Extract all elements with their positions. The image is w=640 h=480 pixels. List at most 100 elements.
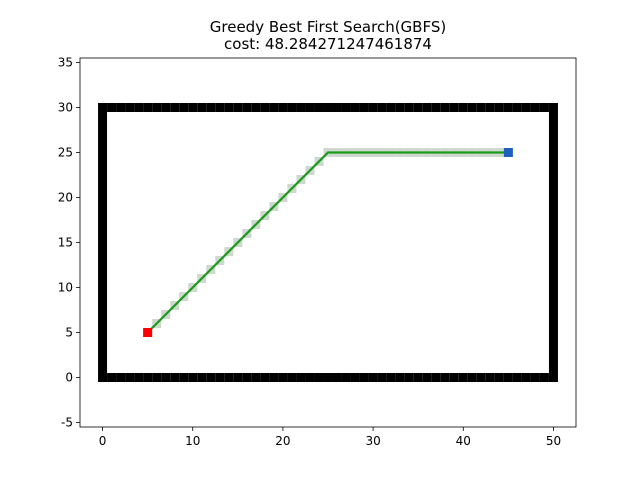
obstacle-point — [98, 220, 108, 229]
obstacle-point — [530, 373, 540, 382]
y-tick-label: 30 — [58, 101, 73, 115]
obstacle-point — [233, 373, 243, 382]
obstacle-point — [134, 103, 144, 112]
obstacle-point — [548, 103, 558, 112]
obstacle-point — [98, 292, 108, 301]
obstacle-point — [485, 103, 495, 112]
obstacle-point — [224, 373, 234, 382]
obstacle-point — [296, 373, 306, 382]
obstacle-point — [287, 103, 297, 112]
obstacle-point — [98, 328, 108, 337]
obstacle-point — [548, 301, 558, 310]
obstacle-point — [548, 211, 558, 220]
obstacle-point — [125, 103, 135, 112]
obstacle-point — [98, 247, 108, 256]
obstacle-point — [548, 319, 558, 328]
path-line — [146, 151, 509, 334]
obstacle-point — [449, 103, 459, 112]
x-tick-label: 0 — [99, 434, 107, 448]
obstacle-point — [503, 373, 513, 382]
y-tick-label: 5 — [65, 326, 73, 340]
obstacle-point — [98, 103, 108, 112]
x-tick-label: 50 — [546, 434, 561, 448]
obstacle-point — [395, 373, 405, 382]
obstacle-point — [197, 373, 207, 382]
obstacle-point — [395, 103, 405, 112]
obstacle-point — [548, 175, 558, 184]
obstacle-point — [485, 373, 495, 382]
obstacle-point — [377, 373, 387, 382]
obstacle-point — [548, 373, 558, 382]
obstacle-point — [278, 373, 288, 382]
obstacle-point — [548, 274, 558, 283]
obstacle-point — [548, 184, 558, 193]
obstacle-point — [440, 103, 450, 112]
obstacle-point — [269, 373, 279, 382]
obstacle-point — [521, 103, 531, 112]
obstacle-point — [188, 373, 198, 382]
obstacle-point — [98, 229, 108, 238]
obstacle-point — [548, 202, 558, 211]
obstacle-point — [98, 274, 108, 283]
obstacle-point — [170, 373, 180, 382]
obstacle-point — [548, 166, 558, 175]
obstacle-point — [260, 103, 270, 112]
obstacle-point — [287, 373, 297, 382]
obstacle-point — [98, 265, 108, 274]
obstacle-point — [197, 103, 207, 112]
obstacle-point — [404, 373, 414, 382]
obstacle-point — [179, 103, 189, 112]
obstacle-point — [440, 373, 450, 382]
obstacle-point — [98, 355, 108, 364]
obstacle-point — [107, 373, 117, 382]
obstacle-point — [98, 112, 108, 121]
obstacle-point — [251, 103, 261, 112]
obstacle-point — [548, 157, 558, 166]
x-tick-label: 30 — [365, 434, 380, 448]
obstacle-point — [98, 202, 108, 211]
obstacle-point — [548, 130, 558, 139]
obstacle-point — [431, 373, 441, 382]
obstacle-point — [98, 211, 108, 220]
obstacle-point — [98, 310, 108, 319]
obstacle-point — [341, 103, 351, 112]
obstacle-point — [494, 103, 504, 112]
obstacle-point — [233, 103, 243, 112]
obstacle-point — [449, 373, 459, 382]
obstacle-point — [305, 103, 315, 112]
obstacle-point — [98, 193, 108, 202]
y-axis: -5 0 5 10 15 20 25 30 35 — [58, 56, 80, 430]
obstacle-point — [512, 103, 522, 112]
obstacle-point — [377, 103, 387, 112]
obstacle-point — [161, 373, 171, 382]
obstacle-point — [548, 247, 558, 256]
x-tick-label: 20 — [275, 434, 290, 448]
obstacle-point — [476, 373, 486, 382]
obstacle-point — [98, 166, 108, 175]
obstacle-point — [548, 292, 558, 301]
obstacle-point — [206, 103, 216, 112]
obstacle-point — [350, 373, 360, 382]
obstacle-point — [548, 112, 558, 121]
obstacle-point — [98, 256, 108, 265]
obstacle-point — [98, 238, 108, 247]
x-tick-label: 10 — [185, 434, 200, 448]
obstacle-point — [98, 184, 108, 193]
obstacle-point — [368, 103, 378, 112]
obstacle-point — [98, 301, 108, 310]
obstacle-point — [548, 283, 558, 292]
path-layer — [146, 151, 509, 334]
obstacle-point — [269, 103, 279, 112]
obstacle-point — [170, 103, 180, 112]
obstacle-point — [98, 283, 108, 292]
obstacle-point — [431, 103, 441, 112]
obstacle-point — [98, 319, 108, 328]
obstacle-point — [98, 157, 108, 166]
obstacle-point — [278, 103, 288, 112]
obstacle-point — [476, 103, 486, 112]
y-tick-label: 25 — [58, 146, 73, 160]
obstacle-point — [512, 373, 522, 382]
obstacle-point — [260, 373, 270, 382]
obstacle-point — [359, 373, 369, 382]
